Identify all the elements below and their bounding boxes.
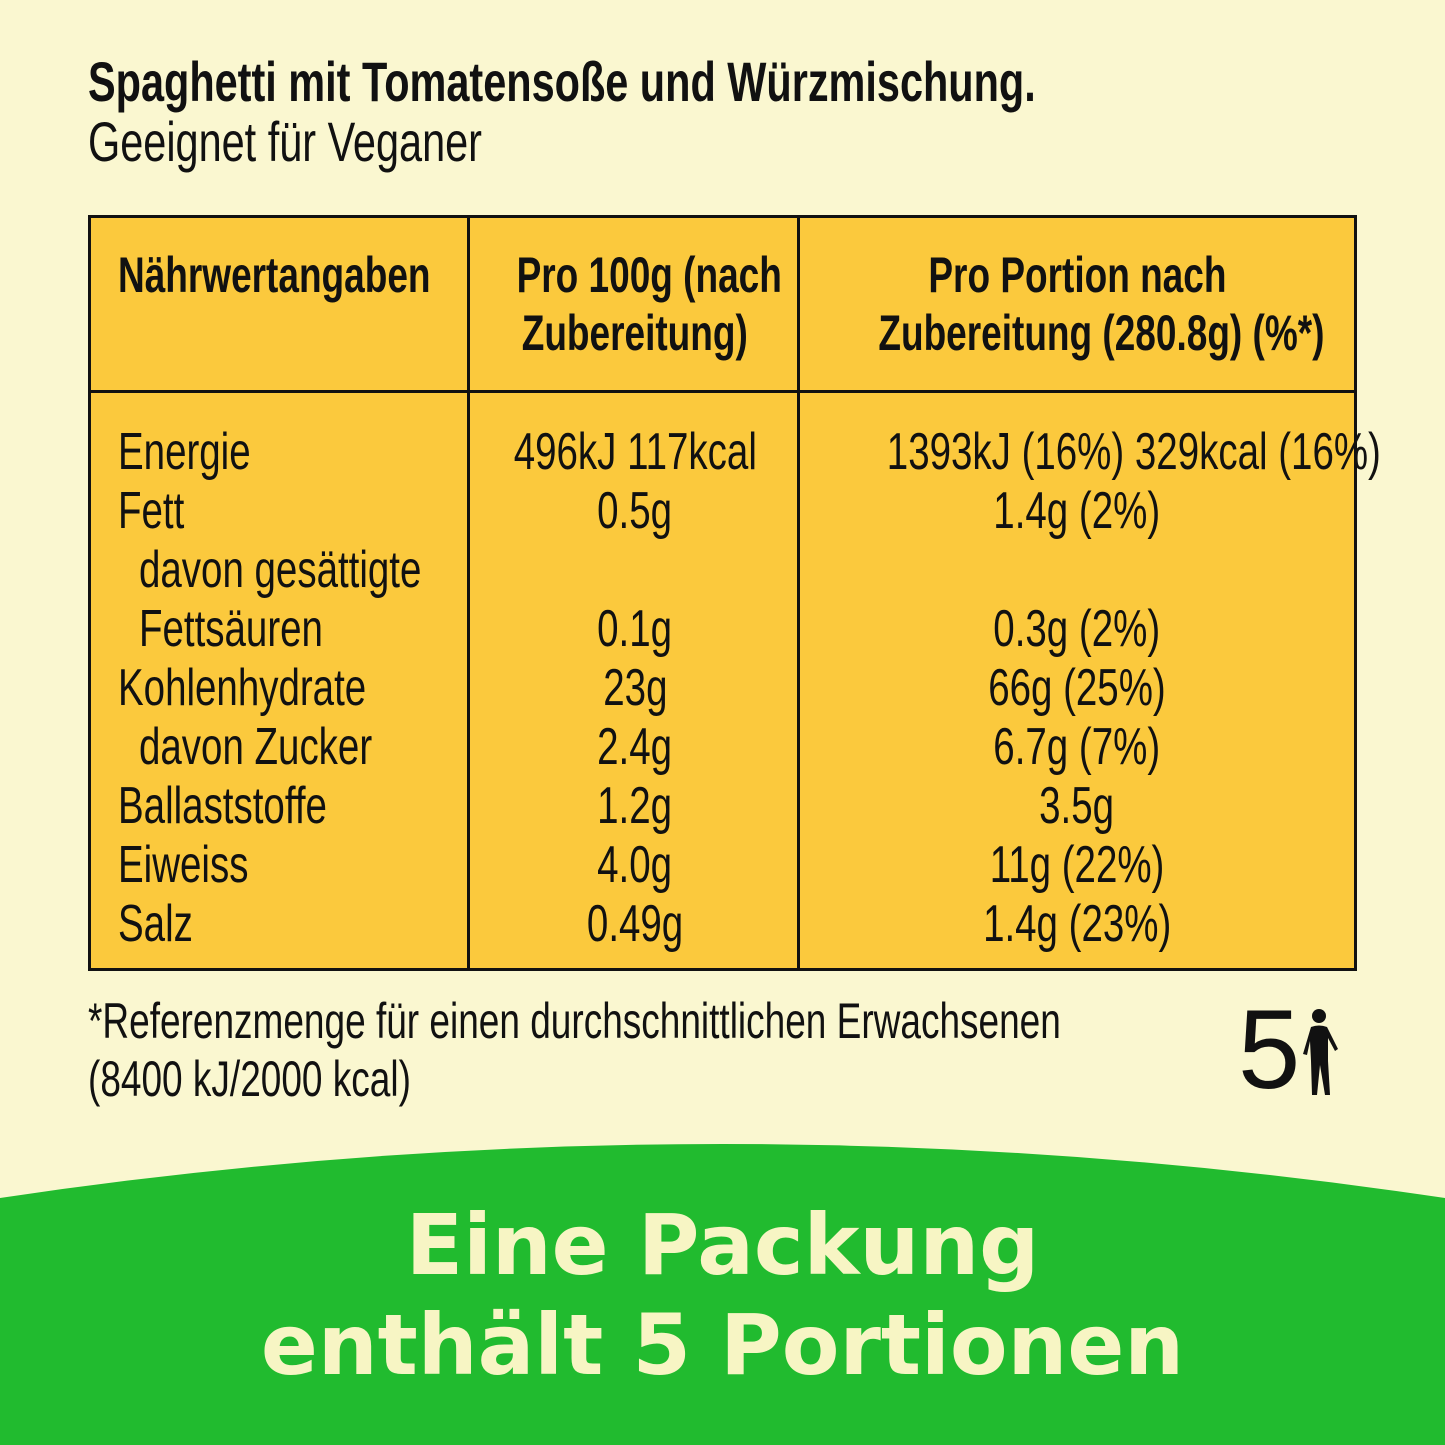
nutrition-table: Nährwertangaben Pro 100g (nach Zubereitu… bbox=[88, 215, 1381, 971]
value-per-100g: 496kJ 117kcal bbox=[513, 423, 757, 481]
value-per-100g: 1.2g bbox=[597, 777, 673, 835]
table-row: Fett 0.5g 1.4g (2%) bbox=[91, 482, 1354, 541]
table-row: Fettsäuren 0.1g 0.3g (2%) bbox=[91, 600, 1354, 659]
table-row: Eiweiss 4.0g 11g (22%) bbox=[91, 836, 1354, 895]
header-divider bbox=[91, 390, 1354, 393]
table-row: davon gesättigte bbox=[91, 541, 1354, 600]
header-per-100g: Pro 100g (nach Zubereitung) bbox=[516, 247, 782, 361]
table-row: Energie 496kJ 117kcal 1393kJ (16%) 329kcal… bbox=[91, 423, 1381, 482]
banner-line: Eine Packung bbox=[405, 1196, 1040, 1294]
table-row: Kohlenhydrate 23g 66g (25%) bbox=[91, 659, 1354, 718]
value-per-100g: 0.1g bbox=[597, 600, 673, 658]
product-subtitle: Geeignet für Veganer bbox=[88, 110, 482, 173]
value-per-portion: 1.4g (23%) bbox=[982, 895, 1172, 953]
value-per-portion: 1.4g (2%) bbox=[993, 482, 1161, 540]
value-per-portion: 11g (22%) bbox=[989, 836, 1165, 894]
nutrient-label: davon Zucker bbox=[139, 718, 373, 776]
table-row: davon Zucker 2.4g 6.7g (7%) bbox=[91, 718, 1354, 777]
banner-line: enthält 5 Portionen bbox=[260, 1296, 1185, 1394]
nutrient-label: Fettsäuren bbox=[139, 600, 323, 658]
product-title: Spaghetti mit Tomatensoße und Würzmischu… bbox=[88, 50, 1036, 113]
person-icon bbox=[1303, 1009, 1339, 1095]
header-per-portion: Pro Portion nach Zubereitung (280.8g) (%… bbox=[878, 247, 1325, 361]
column-divider bbox=[797, 218, 800, 968]
nutrient-label: Eiweiss bbox=[118, 836, 249, 894]
nutrient-label: Salz bbox=[118, 895, 193, 953]
table-row: Ballaststoffe 1.2g 3.5g bbox=[91, 777, 1354, 836]
nutrient-label: Kohlenhydrate bbox=[118, 659, 367, 717]
footnote: *Referenzmenge für einen durchschnittlic… bbox=[88, 993, 1061, 1107]
nutrient-label: Energie bbox=[118, 423, 251, 481]
value-per-100g: 23g bbox=[602, 659, 668, 717]
value-per-portion: 6.7g (7%) bbox=[993, 718, 1161, 776]
nutrient-label: Fett bbox=[118, 482, 185, 540]
nutrient-label: davon gesättigte bbox=[139, 541, 422, 599]
table-row: Salz 0.49g 1.4g (23%) bbox=[91, 895, 1354, 954]
nutrient-label: Ballaststoffe bbox=[118, 777, 327, 835]
value-per-100g: 4.0g bbox=[597, 836, 673, 894]
value-per-100g: 2.4g bbox=[597, 718, 673, 776]
value-per-portion: 1393kJ (16%) 329kcal (16%) bbox=[886, 423, 1381, 481]
portions-number: 5 bbox=[1238, 987, 1301, 1112]
portions-indicator: 5 bbox=[1238, 987, 1340, 1112]
value-per-100g: 0.5g bbox=[597, 482, 673, 540]
portions-banner: Eine Packung enthält 5 Portionen bbox=[0, 1195, 1445, 1395]
value-per-portion: 3.5g bbox=[1039, 777, 1115, 835]
value-per-portion: 0.3g (2%) bbox=[993, 600, 1161, 658]
value-per-100g: 0.49g bbox=[586, 895, 684, 953]
value-per-portion: 66g (25%) bbox=[988, 659, 1166, 717]
column-divider bbox=[467, 218, 470, 968]
header-nutrients: Nährwertangaben bbox=[118, 247, 431, 303]
